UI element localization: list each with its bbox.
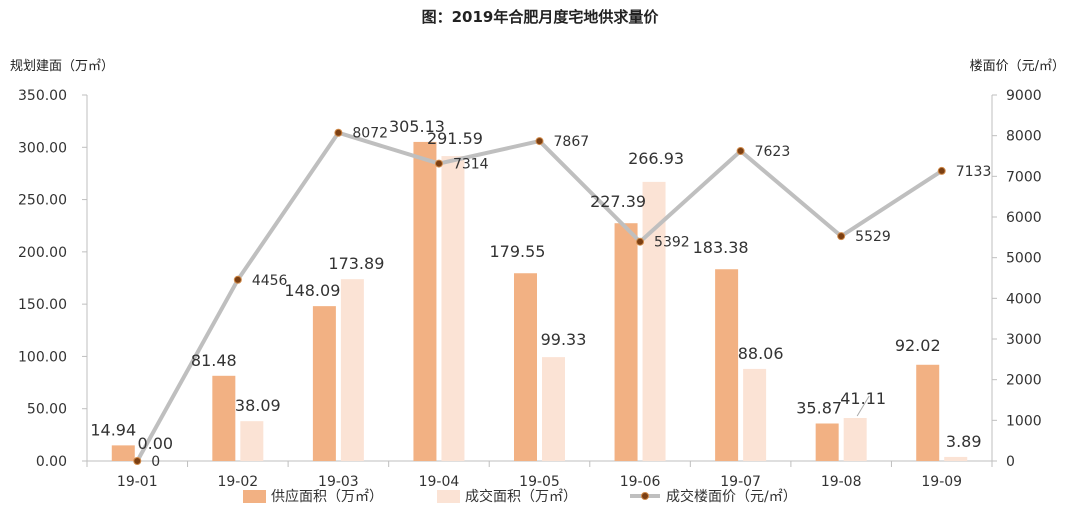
bar-deal — [240, 421, 264, 461]
bar-deal-label: 88.06 — [738, 344, 784, 363]
bar-supply — [614, 223, 638, 461]
left-tick-label: 150.00 — [18, 297, 67, 313]
left-tick-label: 0.00 — [36, 454, 67, 470]
right-tick-label: 4000 — [1006, 291, 1042, 307]
left-tick-label: 50.00 — [27, 402, 67, 418]
left-tick-label: 200.00 — [18, 245, 67, 261]
x-tick-label: 19-04 — [419, 474, 460, 490]
left-tick-label: 300.00 — [18, 140, 67, 156]
legend-marker-price — [641, 492, 649, 500]
price-label: 0 — [151, 454, 160, 470]
bar-supply — [815, 423, 839, 461]
x-tick-label: 19-01 — [117, 474, 158, 490]
price-label: 5529 — [855, 229, 891, 245]
price-label: 5392 — [654, 235, 690, 251]
x-tick-label: 19-03 — [318, 474, 359, 490]
bar-supply — [916, 364, 940, 461]
bar-deal-label: 41.11 — [840, 389, 886, 408]
price-point — [434, 159, 443, 168]
right-axis-title: 楼面价（元/㎡） — [970, 59, 1065, 74]
price-label: 7623 — [755, 144, 791, 160]
right-tick-label: 7000 — [1006, 169, 1042, 185]
bar-deal-label: 0.00 — [137, 434, 173, 453]
bar-supply — [212, 375, 236, 461]
price-label: 7133 — [956, 164, 992, 180]
bar-supply-label: 35.87 — [796, 398, 842, 417]
bar-supply — [312, 306, 336, 461]
bar-deal — [743, 368, 767, 461]
bar-supply-label: 183.38 — [693, 238, 749, 257]
right-tick-label: 3000 — [1006, 332, 1042, 348]
right-tick-label: 8000 — [1006, 129, 1042, 145]
right-tick-label: 2000 — [1006, 373, 1042, 389]
x-tick-label: 19-06 — [620, 474, 661, 490]
legend-swatch-supply — [243, 490, 266, 503]
x-tick-label: 19-02 — [217, 474, 258, 490]
bar-supply-label: 81.48 — [191, 351, 237, 370]
left-tick-label: 100.00 — [18, 349, 67, 365]
price-label: 7314 — [453, 157, 489, 173]
price-point — [133, 457, 142, 465]
x-tick-label: 19-08 — [821, 474, 862, 490]
price-point — [937, 166, 946, 175]
bar-deal-label: 291.59 — [427, 129, 483, 148]
bar-supply-label: 305.13 — [389, 117, 445, 136]
chart-title: 图：2019年合肥月度宅地供求量价 — [422, 8, 660, 26]
x-tick-label: 19-07 — [720, 474, 761, 490]
bar-deal — [441, 156, 465, 461]
price-point — [837, 232, 846, 241]
bar-supply — [715, 269, 739, 461]
bar-deal — [642, 181, 666, 461]
legend-label-price: 成交楼面价（元/㎡） — [666, 488, 797, 505]
price-label: 8072 — [352, 126, 388, 142]
price-label: 7867 — [554, 134, 590, 150]
left-tick-label: 350.00 — [18, 88, 67, 104]
legend-swatch-deal — [437, 490, 460, 503]
right-tick-label: 1000 — [1006, 413, 1042, 429]
left-axis-title: 规划建面（万㎡） — [10, 59, 114, 74]
price-point — [334, 128, 343, 137]
bar-deal — [944, 456, 968, 461]
bar-deal-label: 266.93 — [628, 149, 684, 168]
x-tick-label: 19-05 — [519, 474, 560, 490]
right-tick-label: 6000 — [1006, 210, 1042, 226]
left-tick-label: 250.00 — [18, 193, 67, 209]
bar-deal-label: 99.33 — [541, 330, 587, 349]
leader-line — [856, 395, 870, 417]
price-point — [535, 137, 544, 146]
price-point — [636, 237, 645, 246]
x-tick-label: 19-09 — [921, 474, 962, 490]
bar-supply — [413, 141, 437, 461]
price-label: 4456 — [252, 273, 288, 289]
legend-label-supply: 供应面积（万㎡） — [271, 488, 383, 505]
bar-supply-label: 227.39 — [590, 192, 646, 211]
right-tick-label: 5000 — [1006, 251, 1042, 267]
legend: 供应面积（万㎡） 成交面积（万㎡） 成交楼面价（元/㎡） — [243, 488, 797, 505]
bar-deal-label: 3.89 — [946, 432, 982, 451]
right-tick-label: 9000 — [1006, 88, 1042, 104]
price-point — [736, 146, 745, 155]
bar-supply — [111, 445, 135, 461]
plot-area: 0.00 50.00 100.00 150.00 200.00 250.00 300.00 3… — [18, 88, 1042, 490]
bar-supply-label: 14.94 — [90, 420, 136, 439]
price-point — [233, 275, 242, 284]
bar-supply-label: 148.09 — [284, 281, 340, 300]
bar-deal — [843, 418, 867, 461]
bar-deal-label: 38.09 — [235, 396, 281, 415]
bar-deal-label: 173.89 — [328, 254, 384, 273]
bar-supply — [514, 273, 537, 461]
bar-supply-label: 179.55 — [490, 242, 546, 261]
right-tick-label: 0 — [1006, 454, 1015, 470]
bar-deal — [340, 279, 364, 461]
legend-label-deal: 成交面积（万㎡） — [465, 488, 577, 505]
bar-deal — [542, 357, 565, 461]
bar-supply-label: 92.02 — [895, 336, 941, 355]
